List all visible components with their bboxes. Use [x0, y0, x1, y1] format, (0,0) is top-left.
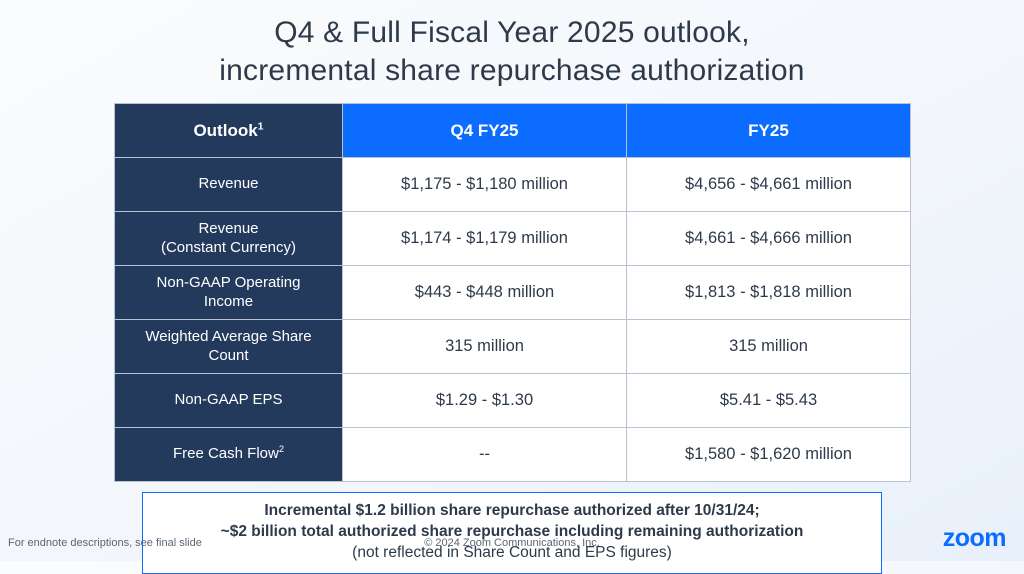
row-label-text: Non-GAAP EPS — [174, 391, 282, 408]
row-label-text: Revenue — [198, 175, 258, 192]
outlook-table: Outlook1 Q4 FY25 FY25 Revenue $1,175 - $1… — [114, 103, 911, 482]
row-label: Weighted Average Share Count — [115, 320, 343, 374]
table-row: Free Cash Flow2--$1,580 - $1,620 million — [115, 428, 911, 482]
row-label: Revenue (Constant Currency) — [115, 212, 343, 266]
row-label-text: Income — [204, 293, 253, 310]
cell-fy25: $1,813 - $1,818 million — [627, 266, 911, 320]
copyright-text: © 2024 Zoom Communications, Inc. — [424, 537, 600, 549]
cell-q4: $1.29 - $1.30 — [343, 374, 627, 428]
cell-fy25: $1,580 - $1,620 million — [627, 428, 911, 482]
header-outlook: Outlook1 — [115, 104, 343, 158]
header-outlook-sup: 1 — [258, 120, 264, 132]
header-q4: Q4 FY25 — [343, 104, 627, 158]
row-label-text: Free Cash Flow — [173, 445, 279, 462]
row-label-text: Count — [208, 347, 248, 364]
row-label: Free Cash Flow2 — [115, 428, 343, 482]
cell-q4: $1,175 - $1,180 million — [343, 158, 627, 212]
cell-fy25: $4,656 - $4,661 million — [627, 158, 911, 212]
outlook-table-container: Outlook1 Q4 FY25 FY25 Revenue $1,175 - $1… — [114, 103, 910, 482]
endnote-text: For endnote descriptions, see final slid… — [8, 537, 202, 549]
row-label: Non-GAAP Operating Income — [115, 266, 343, 320]
cell-q4: $443 - $448 million — [343, 266, 627, 320]
table-row: Weighted Average Share Count 315 million31… — [115, 320, 911, 374]
table-row: Non-GAAP EPS $1.29 - $1.30$5.41 - $5.43 — [115, 374, 911, 428]
cell-fy25: $5.41 - $5.43 — [627, 374, 911, 428]
row-label-text: Weighted Average Share — [145, 328, 311, 345]
row-label-text: (Constant Currency) — [161, 239, 296, 256]
row-label: Revenue — [115, 158, 343, 212]
slide-title: Q4 & Full Fiscal Year 2025 outlook, incr… — [0, 0, 1024, 89]
title-line-2: incremental share repurchase authorizati… — [219, 54, 804, 87]
callout-line-1: Incremental $1.2 billion share repurchas… — [159, 501, 865, 522]
row-label: Non-GAAP EPS — [115, 374, 343, 428]
row-label-sup: 2 — [279, 444, 284, 454]
table-row: Revenue $1,175 - $1,180 million$4,656 - $… — [115, 158, 911, 212]
cell-q4: $1,174 - $1,179 million — [343, 212, 627, 266]
cell-q4: -- — [343, 428, 627, 482]
row-label-text: Non-GAAP Operating — [157, 274, 301, 291]
title-line-1: Q4 & Full Fiscal Year 2025 outlook, — [274, 16, 750, 49]
repurchase-callout: Incremental $1.2 billion share repurchas… — [142, 492, 882, 574]
cell-fy25: $4,661 - $4,666 million — [627, 212, 911, 266]
row-label-text: Revenue — [198, 220, 258, 237]
header-fy25: FY25 — [627, 104, 911, 158]
header-outlook-label: Outlook — [193, 121, 257, 140]
zoom-logo: zoom — [943, 524, 1006, 553]
cell-q4: 315 million — [343, 320, 627, 374]
cell-fy25: 315 million — [627, 320, 911, 374]
table-row: Revenue (Constant Currency) $1,174 - $1,17… — [115, 212, 911, 266]
table-row: Non-GAAP Operating Income $443 - $448 mill… — [115, 266, 911, 320]
